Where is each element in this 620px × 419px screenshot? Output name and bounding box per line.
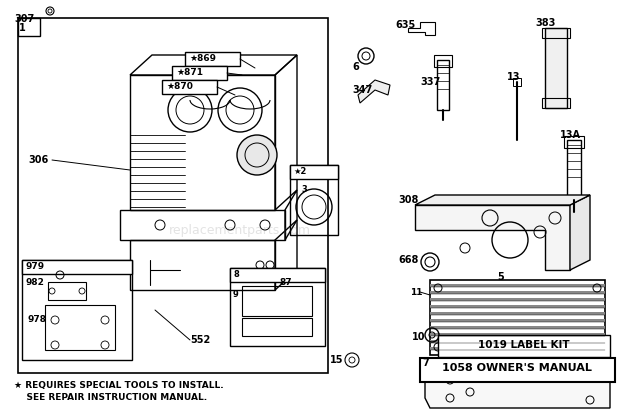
Text: 635: 635 (395, 20, 415, 30)
Text: 347: 347 (352, 85, 372, 95)
Text: 337: 337 (420, 77, 440, 87)
Text: 15: 15 (330, 355, 343, 365)
Text: ★869: ★869 (189, 54, 216, 63)
Text: 306: 306 (28, 155, 48, 165)
Bar (22, 260, 132, 274)
Bar (18, 18, 40, 36)
Text: ★870: ★870 (166, 82, 193, 91)
Bar (434, 55, 452, 67)
Text: 10: 10 (412, 332, 425, 342)
Text: 978: 978 (28, 315, 47, 324)
Text: 6: 6 (352, 62, 359, 72)
Text: ★2: ★2 (293, 167, 306, 176)
Bar (48, 282, 86, 300)
Text: 308: 308 (398, 195, 419, 205)
Polygon shape (425, 368, 610, 408)
Text: 7: 7 (422, 358, 429, 368)
Text: replacementparts.com: replacementparts.com (169, 223, 311, 236)
Text: SEE REPAIR INSTRUCTION MANUAL.: SEE REPAIR INSTRUCTION MANUAL. (14, 393, 207, 402)
Bar (430, 280, 605, 355)
Bar (230, 268, 325, 346)
Bar (564, 136, 584, 148)
Bar (290, 165, 338, 235)
Bar (567, 140, 581, 200)
Text: 13A: 13A (560, 130, 581, 140)
Text: 5: 5 (497, 272, 503, 282)
Text: 11: 11 (410, 288, 422, 297)
Bar (542, 28, 570, 38)
Text: 982: 982 (25, 278, 44, 287)
Bar (545, 28, 567, 108)
Bar (242, 286, 312, 316)
Bar (45, 305, 115, 350)
Text: 13: 13 (507, 72, 521, 82)
Text: 3: 3 (301, 185, 307, 194)
Text: ★ REQUIRES SPECIAL TOOLS TO INSTALL.: ★ REQUIRES SPECIAL TOOLS TO INSTALL. (14, 381, 224, 390)
Polygon shape (415, 195, 590, 205)
Text: 668: 668 (398, 255, 419, 265)
Text: 9: 9 (233, 290, 239, 299)
Text: 87: 87 (280, 278, 293, 287)
Text: ★871: ★871 (176, 68, 203, 77)
Polygon shape (415, 205, 570, 270)
Bar (420, 358, 615, 382)
Circle shape (237, 135, 277, 175)
Text: 552: 552 (190, 335, 210, 345)
Polygon shape (570, 195, 590, 270)
Text: 1: 1 (19, 23, 25, 33)
Text: 1058 OWNER'S MANUAL: 1058 OWNER'S MANUAL (442, 363, 592, 373)
Text: 307: 307 (14, 14, 34, 24)
Bar (162, 80, 217, 94)
Text: 1019 LABEL KIT: 1019 LABEL KIT (478, 340, 570, 350)
Bar (290, 165, 338, 179)
Bar (438, 335, 610, 357)
Bar (185, 52, 240, 66)
Bar (230, 268, 325, 282)
Bar (22, 260, 132, 360)
Bar (542, 98, 570, 108)
Text: 383: 383 (535, 18, 556, 28)
Text: 979: 979 (25, 262, 44, 271)
Text: 8: 8 (233, 270, 239, 279)
Bar (242, 318, 312, 336)
Bar (172, 66, 227, 80)
Bar (513, 78, 521, 86)
Polygon shape (358, 80, 390, 103)
Bar (18, 18, 328, 373)
Bar (437, 60, 449, 110)
